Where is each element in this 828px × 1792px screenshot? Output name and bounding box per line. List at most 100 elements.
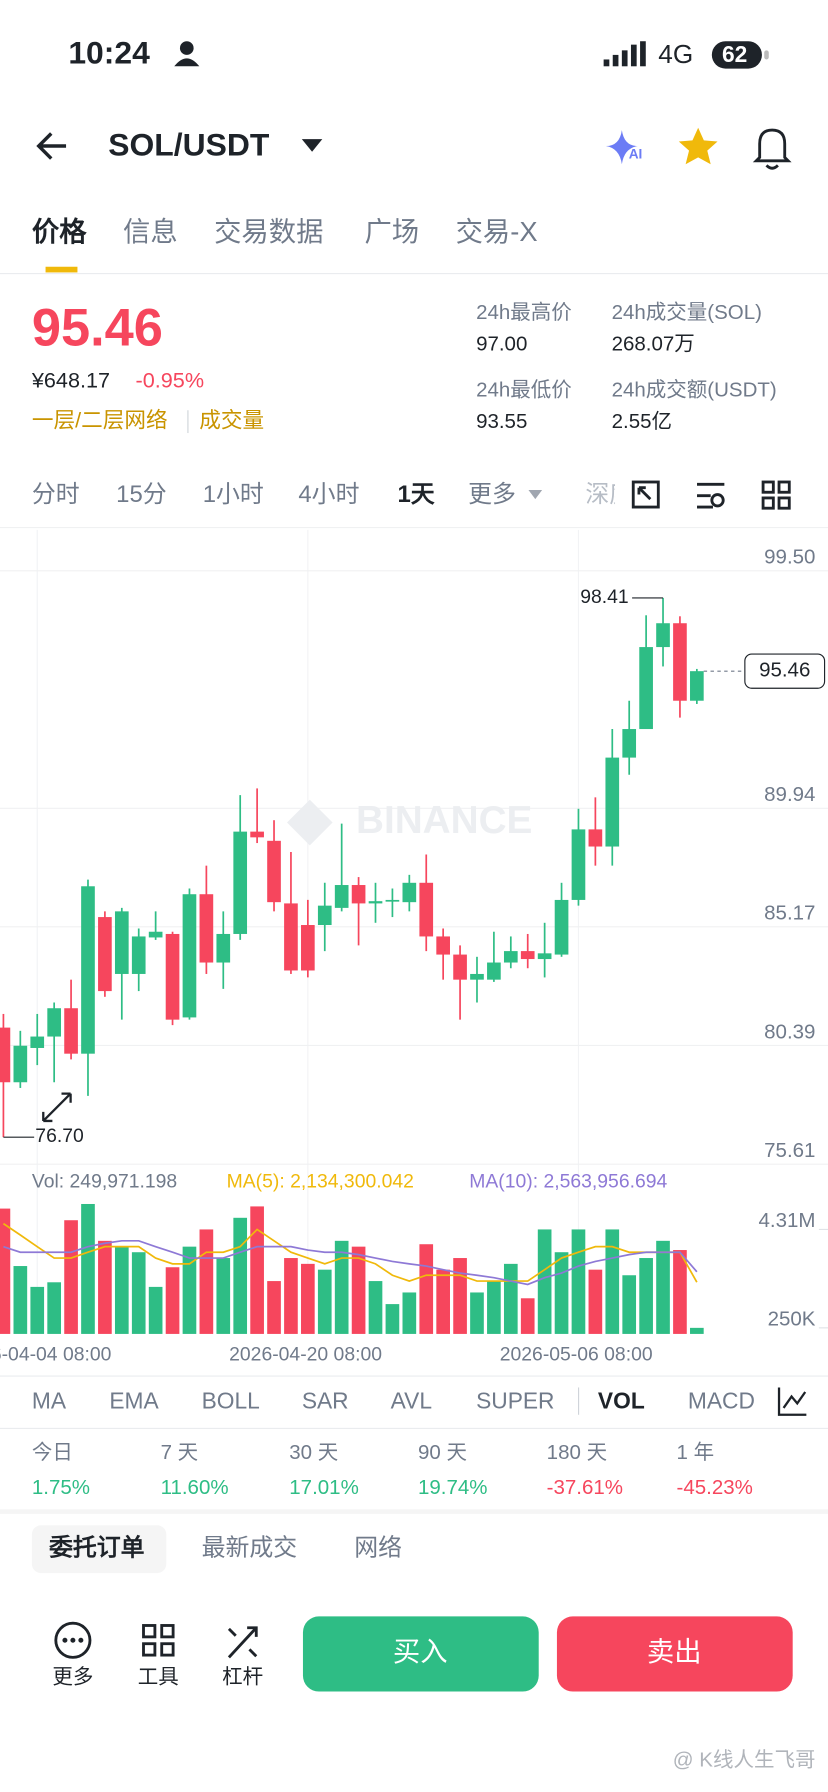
volume-bar bbox=[182, 1246, 197, 1334]
volume-bar bbox=[351, 1246, 366, 1334]
volume-bar bbox=[13, 1266, 28, 1334]
low-label: 76.70 bbox=[35, 1125, 84, 1147]
candle-body bbox=[98, 917, 112, 992]
volume-bar bbox=[98, 1240, 112, 1334]
order-tab[interactable]: 委托订单 bbox=[49, 1534, 145, 1561]
expand-button[interactable] bbox=[42, 1092, 72, 1123]
person-icon bbox=[174, 58, 200, 67]
action-label[interactable]: 更多 bbox=[52, 1665, 93, 1688]
indicator-tab[interactable]: SUPER bbox=[476, 1387, 554, 1413]
battery-icon bbox=[711, 41, 762, 69]
stat-value: 2.55亿 bbox=[612, 410, 672, 433]
volume-bar bbox=[673, 1250, 687, 1334]
more-dots bbox=[62, 1637, 84, 1643]
stat-label: 24h成交量(SOL) bbox=[612, 301, 762, 324]
candle-body bbox=[182, 894, 197, 1018]
back-button[interactable] bbox=[36, 132, 67, 160]
y-tick-label: 80.39 bbox=[764, 1020, 815, 1043]
cny-price: ¥648.17 bbox=[31, 367, 110, 392]
more-dropdown[interactable] bbox=[528, 489, 543, 500]
candle-body bbox=[520, 951, 535, 960]
performance-value: 11.60% bbox=[161, 1476, 229, 1499]
interval-tab[interactable]: 15分 bbox=[116, 481, 167, 508]
candle-body bbox=[13, 1045, 28, 1083]
ai-icon-label: AI bbox=[629, 147, 643, 162]
x-tick-label: 2026-05-06 08:00 bbox=[500, 1344, 653, 1366]
indicator-tab[interactable]: MA bbox=[32, 1387, 67, 1413]
performance-label: 今日 bbox=[32, 1441, 73, 1464]
candle-body bbox=[250, 831, 264, 838]
action-icons[interactable] bbox=[54, 1621, 258, 1659]
section-divider bbox=[0, 1509, 828, 1514]
nav-tab[interactable]: 信息 bbox=[123, 216, 178, 247]
candle-body bbox=[690, 671, 704, 701]
stat-value: 93.55 bbox=[476, 410, 527, 433]
interval-tab[interactable]: 1天 bbox=[397, 481, 434, 508]
candle-body bbox=[148, 931, 163, 938]
volume-bar bbox=[0, 1208, 11, 1334]
candle-body bbox=[0, 1027, 11, 1083]
interval-tab[interactable]: 4小时 bbox=[298, 481, 359, 508]
alert-bell[interactable] bbox=[752, 128, 792, 170]
volume-bar bbox=[402, 1292, 417, 1334]
candle-body bbox=[216, 933, 231, 963]
indicator-tab[interactable]: VOL bbox=[598, 1387, 645, 1413]
indicator-tab[interactable]: AVL bbox=[391, 1387, 432, 1413]
volume-legend: Vol: 249,971.198 bbox=[32, 1171, 177, 1193]
performance-value: 19.74% bbox=[418, 1476, 488, 1499]
interval-tab[interactable]: 分时 bbox=[32, 481, 80, 508]
volume-bar bbox=[267, 1281, 281, 1334]
indicator-tab[interactable]: SAR bbox=[302, 1387, 349, 1413]
watermark: BINANCE bbox=[356, 799, 532, 842]
candle-body bbox=[47, 1008, 61, 1037]
y-tick-label: 75.61 bbox=[764, 1139, 815, 1162]
network-link[interactable]: 一层/二层网络 bbox=[32, 407, 168, 432]
ma-line bbox=[3, 1239, 698, 1286]
candle-body bbox=[605, 757, 620, 847]
performance-label: 180 天 bbox=[547, 1441, 607, 1464]
order-tab[interactable]: 最新成交 bbox=[202, 1534, 298, 1561]
nav-tab[interactable]: 交易数据 bbox=[214, 216, 323, 247]
volume-tick-label: 4.31M bbox=[758, 1209, 815, 1232]
volume-link[interactable]: 成交量 bbox=[199, 407, 264, 432]
volume-bar bbox=[233, 1217, 248, 1334]
candle-body bbox=[317, 905, 332, 926]
candle-body bbox=[351, 885, 366, 904]
candle-body bbox=[470, 973, 484, 980]
nav-tab[interactable]: 价格 bbox=[32, 216, 87, 247]
candle-body bbox=[622, 729, 637, 758]
volume-bar bbox=[419, 1244, 434, 1334]
candle-body bbox=[673, 623, 687, 701]
x-tick-label: 2026-04-20 08:00 bbox=[229, 1344, 382, 1366]
x-tick-label: 2026-04-04 08:00 bbox=[0, 1344, 112, 1366]
action-label[interactable]: 工具 bbox=[138, 1665, 179, 1688]
indicator-tab[interactable]: MACD bbox=[688, 1387, 755, 1413]
nav-tab[interactable]: 交易-X bbox=[456, 216, 538, 247]
favorite-star[interactable] bbox=[678, 127, 718, 165]
volume-legend: MA(5): 2,134,300.042 bbox=[227, 1171, 414, 1193]
volume-legend: MA(10): 2,563,956.694 bbox=[469, 1171, 667, 1193]
interval-tab[interactable]: 1小时 bbox=[203, 481, 264, 508]
buy-button[interactable] bbox=[302, 1616, 539, 1692]
nav-tab[interactable]: 广场 bbox=[364, 216, 419, 247]
indicator-settings[interactable] bbox=[777, 1387, 807, 1416]
y-tick-label: 99.50 bbox=[764, 546, 815, 569]
indicator-tab[interactable]: BOLL bbox=[202, 1387, 260, 1413]
interval-tab[interactable]: 更多 bbox=[468, 481, 516, 508]
ai-icon[interactable] bbox=[605, 130, 638, 165]
volume-bar bbox=[199, 1229, 214, 1334]
battery-level: 62 bbox=[722, 41, 747, 67]
pair-title[interactable]: SOL/USDT bbox=[108, 127, 270, 163]
volume-bar bbox=[639, 1258, 653, 1334]
sell-button[interactable] bbox=[556, 1616, 793, 1692]
pair-dropdown[interactable] bbox=[301, 139, 323, 152]
volume-bar bbox=[605, 1229, 620, 1334]
active-order-tab[interactable] bbox=[31, 1525, 167, 1574]
indicator-tab[interactable]: EMA bbox=[109, 1387, 159, 1413]
toolbar-icons[interactable] bbox=[631, 480, 791, 510]
candle-body bbox=[165, 933, 180, 1020]
sell-label: 卖出 bbox=[647, 1636, 702, 1667]
action-label[interactable]: 杠杆 bbox=[222, 1665, 263, 1688]
order-tab[interactable]: 网络 bbox=[354, 1534, 402, 1561]
performance-label: 90 天 bbox=[418, 1441, 467, 1464]
